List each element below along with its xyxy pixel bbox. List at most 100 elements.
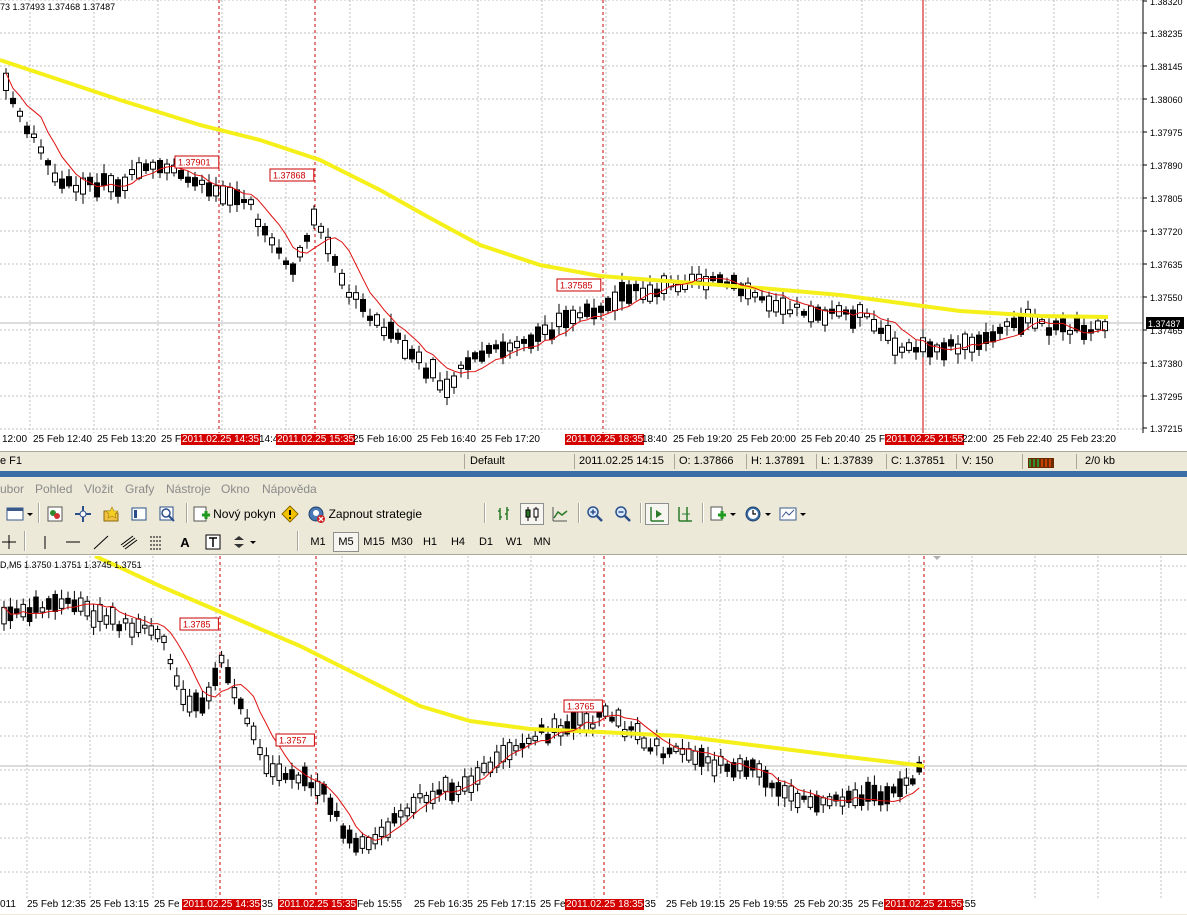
line-chart-button[interactable] (548, 503, 572, 525)
timeframe-m1[interactable]: M1 (310, 536, 326, 548)
alert-button[interactable] (279, 503, 301, 525)
top-candle (906, 338, 912, 354)
top-time-label: 25 Feb 20:00 (737, 434, 796, 445)
bottom-candle (212, 662, 218, 691)
top-marker-time-label: 2011.02.25 18:35 (565, 434, 645, 445)
top-candle (444, 370, 450, 406)
top-candle (59, 170, 65, 194)
timeframe-h4[interactable]: H4 (450, 536, 466, 548)
top-time-label: 25 Feb 16:40 (417, 434, 476, 445)
bottom-time-label: 25 Feb 12:35 (27, 899, 86, 910)
top-candle (479, 341, 485, 364)
bottom-candle (346, 825, 353, 849)
top-chart[interactable]: 1.37901 1.37868 1.37585 1.38320 1.38235 1.381… (0, 0, 1187, 433)
top-candle (514, 336, 520, 357)
periods-button[interactable] (742, 503, 774, 525)
auto-scroll-button[interactable] (645, 503, 669, 525)
bottom-time-label: 25 Fe (540, 899, 566, 910)
arrows-button[interactable] (230, 531, 260, 553)
bottom-candle (474, 760, 481, 792)
top-candle (1004, 318, 1010, 336)
bottom-candle (148, 617, 154, 641)
timeframe-m5[interactable]: M5 (333, 532, 359, 552)
bottom-candle (20, 598, 26, 621)
bottom-candle (666, 738, 673, 758)
data-window-button[interactable] (72, 503, 94, 525)
new-order-button[interactable]: Nový pokyn (192, 503, 276, 525)
bottom-candle (225, 659, 231, 685)
templates-button[interactable] (777, 503, 809, 525)
market-watch-icon (47, 506, 63, 522)
bottom-candle (622, 721, 628, 742)
bottom-candle (14, 600, 20, 619)
bottom-candle (263, 747, 270, 777)
top-chart-canvas[interactable]: 1.37901 1.37868 1.37585 1.38320 1.38235 1.381… (0, 0, 1187, 433)
zoom-out-button[interactable] (611, 503, 635, 525)
timeframe-w1[interactable]: W1 (505, 536, 523, 548)
status-profile[interactable]: Default (470, 455, 505, 467)
templates-icon (779, 507, 806, 521)
top-time-label: 18:40 (642, 434, 668, 445)
text-label-button[interactable] (202, 531, 224, 553)
navigator-button[interactable] (100, 503, 122, 525)
navigator-icon (103, 506, 119, 522)
strategy-robot-icon (308, 506, 325, 523)
bottom-candle (564, 714, 570, 737)
terminal-button[interactable] (128, 503, 150, 525)
timeframe-m30[interactable]: M30 (391, 536, 413, 548)
horizontal-line-button[interactable] (62, 531, 84, 553)
top-candle (325, 228, 331, 262)
equidistant-channel-button[interactable] (118, 531, 140, 553)
top-price-tick: 1.37380 (1150, 359, 1183, 369)
timeframe-h1[interactable]: H1 (422, 536, 438, 548)
status-volume: V: 150 (962, 455, 994, 467)
status-bar: e F1 Default 2011.02.25 14:15 O: 1.37866… (0, 451, 1187, 471)
top-candle (402, 334, 408, 361)
new-chart-button[interactable] (4, 503, 34, 525)
bottom-candle (84, 595, 90, 621)
menu-help[interactable]: Nápověda (262, 482, 317, 496)
bar-chart-button[interactable] (492, 503, 516, 525)
bottom-candle (174, 667, 180, 691)
bottom-candle (276, 755, 282, 787)
horizontal-line-icon (66, 541, 80, 543)
zoom-in-icon (587, 506, 603, 522)
menu-tools[interactable]: Nástroje (166, 482, 211, 496)
timeframe-m15[interactable]: M15 (363, 536, 385, 548)
top-candle (801, 308, 807, 318)
enable-strategies-button[interactable]: Zapnout strategie (306, 503, 422, 525)
fibonacci-button[interactable] (146, 531, 168, 553)
bottom-candle (692, 745, 698, 771)
indicators-button[interactable] (707, 503, 739, 525)
menu-view[interactable]: Pohled (35, 482, 73, 496)
candlestick-chart-button[interactable] (520, 503, 544, 525)
bottom-candle (218, 650, 225, 668)
vertical-line-button[interactable] (34, 531, 56, 553)
text-tool-button[interactable]: A (180, 534, 190, 550)
timeframe-mn[interactable]: MN (533, 536, 551, 548)
menu-file[interactable]: ubor (0, 482, 25, 496)
bottom-candle (839, 788, 846, 815)
crosshair-button[interactable] (0, 531, 18, 553)
top-candle (808, 300, 814, 328)
market-watch-button[interactable] (44, 503, 66, 525)
timeframe-d1[interactable]: D1 (478, 536, 494, 548)
menu-window[interactable]: Okno (221, 482, 250, 496)
top-candle (626, 278, 632, 306)
window-title-edge (0, 471, 1187, 477)
menu-insert[interactable]: Vložit (84, 482, 114, 496)
zoom-in-button[interactable] (583, 503, 607, 525)
chart-shift-button[interactable] (673, 503, 697, 525)
bottom-chart[interactable]: 1.3785 1.3757 1.3765 D,M5 1.3750 1.3751 1.3… (0, 556, 1187, 898)
bottom-candle (756, 760, 762, 786)
top-candle (661, 272, 667, 301)
top-candle (416, 345, 422, 370)
bottom-chart-canvas[interactable]: 1.3785 1.3757 1.3765 D,M5 1.3750 1.3751 1.3… (0, 556, 1187, 898)
strategy-tester-button[interactable] (156, 503, 178, 525)
menu-charts[interactable]: Grafy (125, 482, 155, 496)
bottom-candle (641, 733, 647, 751)
top-candle (360, 293, 366, 318)
trendline-button[interactable] (90, 531, 112, 553)
top-candles (3, 68, 1108, 406)
top-candle (283, 257, 289, 270)
